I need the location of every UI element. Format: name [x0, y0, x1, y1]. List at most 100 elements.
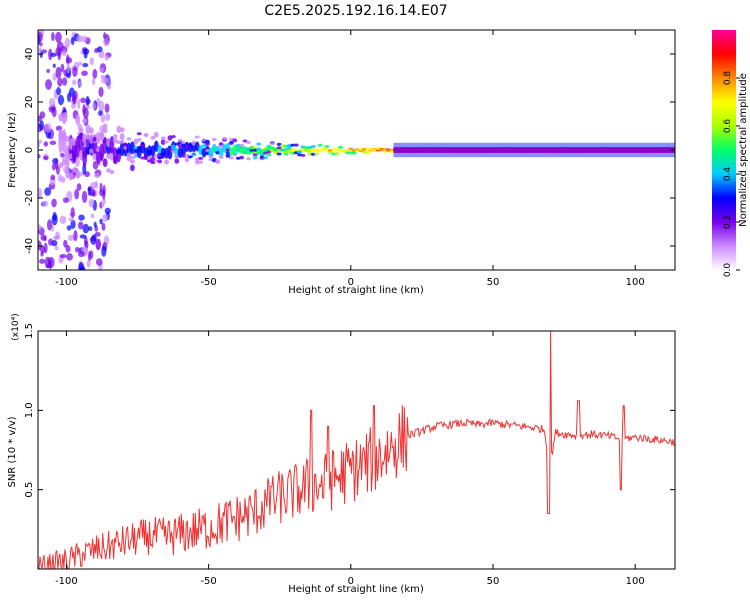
spectrogram-cell: [174, 154, 180, 159]
noise-cell: [70, 207, 75, 218]
snr-multiplier-label: (x10⁴): [11, 313, 21, 340]
noise-cell: [88, 198, 95, 208]
noise-cell: [38, 224, 42, 232]
spectrogram-cell: [334, 147, 340, 151]
spectrogram-cell: [72, 149, 77, 161]
spectrogram-cell: [351, 151, 357, 155]
spectrogram-cell: [102, 127, 108, 134]
noise-cell: [77, 61, 83, 66]
noise-cell: [70, 219, 76, 230]
spectrogram-cell: [82, 118, 88, 124]
noise-cell: [38, 46, 43, 54]
spectrogram-cell: [365, 151, 371, 155]
spectrogram-x-tick-label: -50: [200, 277, 216, 288]
noise-cell: [38, 32, 43, 43]
snr-series: [38, 331, 675, 569]
spectrogram-cell: [286, 146, 292, 150]
noise-cell: [68, 234, 75, 241]
spectrogram-cell: [235, 143, 241, 147]
noise-cell: [66, 253, 73, 261]
spectrogram-cell: [211, 137, 217, 141]
spectrogram-cell: [102, 158, 108, 167]
spectrogram-cell: [310, 144, 316, 148]
spectrogram-cell: [170, 135, 176, 139]
spectrogram-cell: [174, 158, 180, 164]
noise-cell: [98, 50, 105, 59]
noise-cell: [85, 95, 90, 107]
spectrogram-cell: [276, 152, 282, 156]
noise-cell: [76, 183, 82, 191]
figure-title: C2E5.2025.192.16.14.E07: [264, 3, 447, 19]
noise-cell: [104, 207, 111, 215]
noise-cell: [52, 211, 57, 221]
spectrogram-cell: [283, 152, 289, 156]
colorbar-tick-label: 0.0: [723, 263, 733, 278]
spectrogram-x-tick-label: -100: [55, 277, 78, 288]
spectrogram-cell: [160, 139, 166, 145]
spectrogram-x-tick-label: 100: [626, 277, 645, 288]
ridge-core: [393, 147, 675, 153]
noise-cell: [88, 226, 93, 232]
spectrogram-cell: [85, 124, 91, 135]
spectrogram-cell: [112, 134, 118, 139]
spectrogram-cell: [228, 156, 234, 160]
spectrogram-cell: [89, 148, 94, 154]
spectrogram-cell: [232, 138, 238, 143]
noise-cell: [102, 184, 106, 196]
spectrogram-cell: [266, 144, 272, 148]
noise-cell: [43, 141, 49, 147]
spectrogram-cell: [130, 159, 135, 164]
snr-line: [38, 331, 675, 569]
spectrogram-heatmap: [38, 30, 675, 270]
spectrogram-cell: [324, 145, 330, 149]
spectrogram-cell: [293, 143, 299, 147]
spectrogram-cell: [112, 156, 118, 165]
spectrogram-cell: [266, 150, 272, 154]
spectrogram-cell: [215, 160, 221, 164]
noise-cell: [100, 74, 106, 79]
spectrogram-cell: [252, 153, 258, 157]
spectrogram-y-tick-label: 20: [24, 96, 35, 109]
noise-cell: [57, 174, 63, 182]
snr-frame: [37, 330, 676, 570]
spectrogram-cell: [345, 151, 350, 155]
spectrogram-cell: [239, 155, 245, 160]
noise-cell: [90, 213, 95, 219]
spectrogram-cell: [256, 142, 262, 146]
spectrogram-panel: -100 -50 0 50 100 -40 -20 0 20 40 Height of strai…: [7, 29, 676, 296]
noise-cell: [51, 163, 56, 171]
spectrogram-cell: [170, 144, 176, 151]
spectrogram-cell: [184, 157, 190, 163]
noise-cell: [80, 97, 87, 104]
noise-cell: [99, 201, 103, 209]
noise-cell: [57, 77, 63, 87]
spectrogram-cell: [232, 151, 238, 155]
noise-cell: [51, 107, 57, 118]
spectrogram-x-tick-label: 0: [348, 277, 354, 288]
snr-axes: -100 -50 0 50 100 0.5 1.0 1.5: [24, 323, 675, 587]
noise-cell: [98, 86, 104, 98]
noise-cell: [39, 120, 44, 131]
noise-cell: [70, 103, 77, 109]
spectrogram-y-tick-label: -40: [24, 238, 35, 254]
snr-x-tick-label: 100: [626, 576, 645, 587]
noise-cell: [78, 214, 85, 221]
spectrogram-cell: [307, 152, 313, 156]
spectrogram-cell: [157, 159, 163, 164]
spectrogram-cell: [228, 140, 234, 145]
spectrogram-cell: [75, 173, 81, 179]
noise-cell: [92, 77, 96, 86]
noise-cell: [41, 200, 49, 207]
noise-cell: [62, 77, 68, 86]
spectrogram-cell: [95, 137, 101, 144]
noise-cell: [99, 218, 103, 225]
spectrogram-cell: [242, 139, 248, 143]
noise-cell: [51, 31, 55, 42]
noise-cell: [62, 197, 69, 204]
noise-cell: [75, 246, 80, 253]
snr-y-tick-label: 0.5: [24, 482, 35, 498]
noise-cell: [102, 214, 108, 222]
spectrogram-cell: [99, 133, 105, 138]
noise-cell: [44, 123, 52, 133]
